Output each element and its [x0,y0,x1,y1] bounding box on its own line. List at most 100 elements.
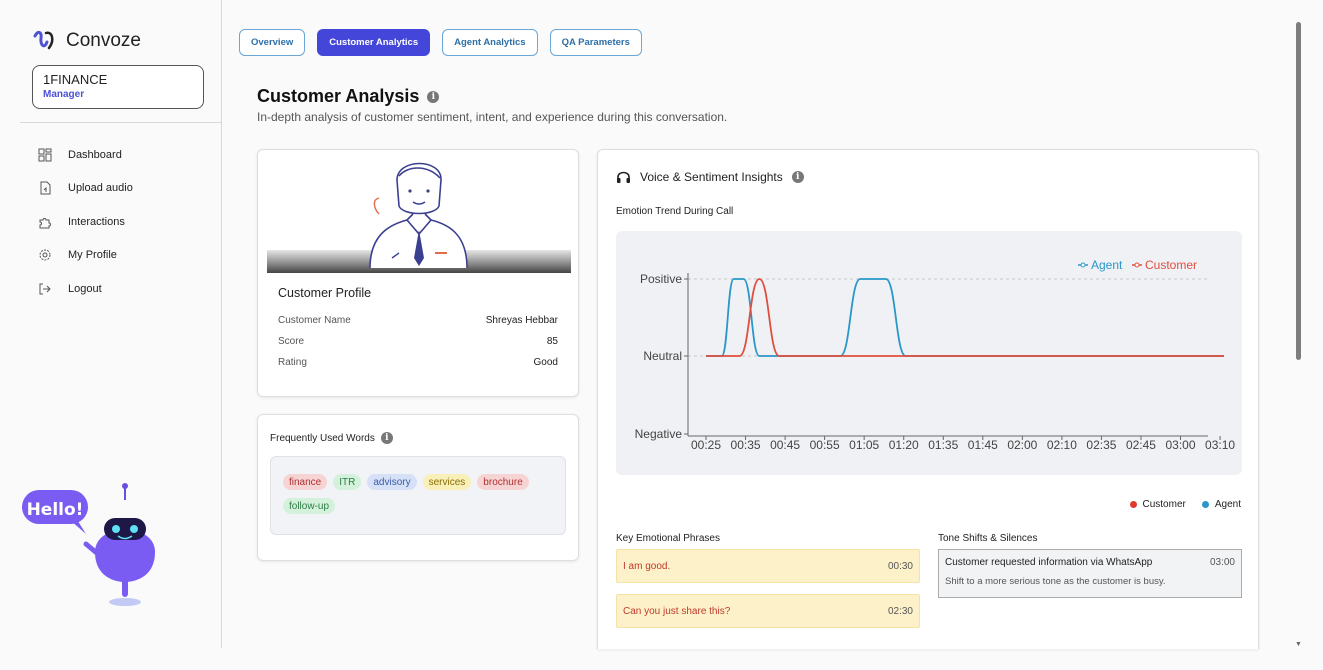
legend-customer: Customer [1129,499,1186,510]
sidebar-item-label: Dashboard [68,148,122,161]
series-line-agent [705,278,1225,357]
key-phrase-text: Can you just share this? [623,605,731,617]
voice-sentiment-title: Voice & Sentiment Insights i [616,170,804,184]
page-title: Customer Analysis i [257,86,440,107]
x-tick-label: 00:55 [810,438,840,452]
brand-name: Convoze [66,30,141,51]
tab-agent-analytics[interactable]: Agent Analytics [442,29,538,56]
x-tick-label: 02:35 [1086,438,1116,452]
profile-row-label: Rating [278,357,307,368]
page-scrollbar[interactable] [1296,22,1301,360]
word-chip: ITR [333,474,362,490]
word-chip: services [422,474,472,490]
legend-marker-customer [1134,262,1140,268]
x-tick-label: 03:10 [1205,438,1235,452]
profile-row-label: Customer Name [278,315,351,326]
sidebar-item-dashboard[interactable]: Dashboard [38,138,133,172]
sidebar-item-label: Upload audio [68,182,133,195]
sidebar-nav: Dashboard Upload audio Interactions My P… [38,138,133,306]
x-tick-label: 02:10 [1047,438,1077,452]
word-chip: finance [283,474,328,490]
sidebar-item-label: Interactions [68,215,125,228]
tone-shift-time: 03:00 [1209,557,1235,568]
x-tick-label: 00:35 [731,438,761,452]
x-tick-label: 01:35 [928,438,958,452]
tone-shift-text: Customer requested information via Whats… [945,557,1153,568]
upload-file-icon [40,181,51,195]
sidebar-item-label: Logout [68,282,102,295]
x-tick-label: 00:25 [691,438,721,452]
info-icon[interactable]: i [427,90,440,103]
customer-dot-icon [1129,501,1137,508]
x-tick-label: 01:45 [968,438,998,452]
voice-sentiment-title-text: Voice & Sentiment Insights [640,170,783,184]
dashboard-icon [38,148,52,162]
frequent-words-card: Frequently Used Words i finance ITR adviso… [257,414,579,561]
y-tick-label: Negative [635,427,683,441]
profile-row-score: Score 85 [278,336,558,347]
key-phrases-title: Key Emotional Phrases [616,533,720,544]
frequent-words-title: Frequently Used Words i [270,432,393,444]
frequent-words-title-text: Frequently Used Words [270,432,375,444]
key-phrase-text: I am good. [623,560,671,572]
sidebar-divider [20,122,221,123]
tone-shifts-title: Tone Shifts & Silences [938,533,1038,544]
page-title-text: Customer Analysis [257,86,420,106]
tab-customer-analytics[interactable]: Customer Analytics [317,29,431,56]
word-chip: follow-up [283,498,336,514]
tab-qa-parameters[interactable]: QA Parameters [549,29,642,56]
customer-profile-card: Customer Profile Customer Name Shreyas H… [257,149,579,397]
profile-row-value: 85 [546,336,558,347]
info-icon[interactable]: i [380,432,393,444]
emotion-trend-chart-svg: Negative Neutral Positive 00:25 00:35 00:45 00… [635,258,1236,452]
key-phrase-time: 02:30 [887,605,913,617]
word-chip-list: finance ITR advisory services brochure follow… [270,456,566,535]
sidebar-item-upload-audio[interactable]: Upload audio [38,172,133,206]
sidebar-item-logout[interactable]: Logout [38,272,133,306]
profile-row-rating: Rating Good [278,357,558,368]
sidebar-item-label: My Profile [68,249,117,262]
org-name: 1FINANCE [43,72,108,87]
x-tick-label: 01:20 [889,438,919,452]
gear-icon [39,249,51,261]
agent-dot-icon [1201,501,1209,508]
hello-bubble-text: Hello! [27,500,84,520]
tone-shift-description: Shift to a more serious tone as the cust… [945,576,1166,587]
brand[interactable]: Convoze [32,28,141,54]
x-tick-label: 00:45 [770,438,800,452]
org-role: Manager [43,89,85,100]
profile-row-value: Good [533,357,558,368]
x-tick-label: 01:05 [849,438,879,452]
tab-overview[interactable]: Overview [239,29,306,56]
customer-avatar-illustration [267,158,571,273]
legend-label-customer: Customer [1145,258,1197,272]
legend-marker-agent [1080,262,1086,268]
emotion-trend-chart: Negative Neutral Positive 00:25 00:35 00:45 00… [616,231,1242,475]
profile-row-customer-name: Customer Name Shreyas Hebbar [278,315,558,326]
legend-agent: Agent [1201,499,1241,510]
word-chip: brochure [477,474,529,490]
key-phrase-item: Can you just share this? 02:30 [616,594,920,628]
scroll-down-arrow-icon[interactable]: ▼ [1295,641,1302,648]
key-phrase-time: 00:30 [887,560,913,572]
sidebar-item-my-profile[interactable]: My Profile [38,239,133,273]
legend-customer-label: Customer [1142,499,1186,510]
series-line-customer [705,278,1225,357]
headphones-icon [617,171,630,183]
word-chip: advisory [367,474,417,490]
org-selector[interactable]: 1FINANCE Manager [32,65,204,109]
profile-row-value: Shreyas Hebbar [485,315,558,326]
robot-mascot-icon[interactable]: Hello! [20,482,165,612]
voice-sentiment-card: Voice & Sentiment Insights i Emotion Tre… [597,149,1259,649]
convoze-logo-icon [33,30,54,50]
tab-bar: Overview Customer Analytics Agent Analyt… [239,29,642,56]
sidebar-item-interactions[interactable]: Interactions [38,205,133,239]
info-icon[interactable]: i [791,171,804,183]
x-tick-label: 02:45 [1126,438,1156,452]
y-tick-label: Positive [640,272,682,286]
main-content: Overview Customer Analytics Agent Analyt… [222,0,1302,670]
emotion-trend-label: Emotion Trend During Call [616,206,734,217]
sidebar: Convoze 1FINANCE Manager Dashboard Uploa… [0,0,222,648]
x-tick-label: 03:00 [1166,438,1196,452]
x-tick-label: 02:00 [1007,438,1037,452]
